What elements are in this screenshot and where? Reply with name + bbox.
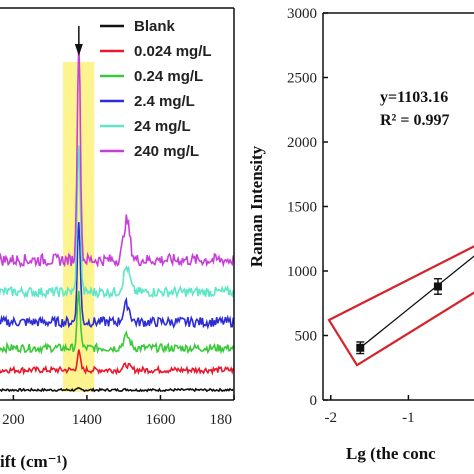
y-tick-label: 1500 [287, 200, 317, 216]
y-tick-label: 0 [310, 393, 318, 409]
spectrum-line [0, 222, 235, 330]
x-tick-label: -1 [402, 410, 415, 426]
fit-line [359, 255, 474, 349]
data-point [356, 343, 365, 352]
x-axis-title: ift (cm⁻¹) [0, 452, 67, 471]
y-tick-label: 500 [295, 329, 318, 345]
x-tick-label: -2 [325, 410, 338, 426]
spectrum-line [0, 349, 235, 376]
calibration-chart: 0 500 1000 1500 2000 2500 3000 -2 -1 Lg (the conc… [247, 6, 474, 463]
data-point [433, 282, 442, 291]
y-tick-label: 1000 [287, 264, 317, 280]
x-axis-title: Lg (the conc [346, 444, 436, 463]
spectrum-line [0, 387, 234, 393]
spectrum-line [0, 43, 235, 269]
legend-label: 0.24 mg/L [134, 68, 203, 85]
highlight-frame [327, 245, 474, 367]
spectrum-line [0, 290, 235, 355]
x-tick-label: 180 [210, 412, 233, 428]
x-tick-label: 200 [2, 412, 25, 428]
legend-label: 24 mg/L [134, 118, 191, 135]
y-axis-title: Raman Intensity [247, 145, 266, 267]
spectra-chart: 200 1400 1600 180 ift (cm⁻¹) Blank 0.024 mg/L 0… [0, 7, 235, 471]
y-tick-label: 3000 [287, 6, 317, 22]
fit-equation: y=1103.16 [380, 89, 448, 106]
spectrum-line [0, 145, 235, 300]
x-tick-label: 1600 [145, 412, 175, 428]
fit-r2: R² = 0.997 [380, 112, 449, 129]
y-tick-label: 2500 [287, 71, 317, 87]
legend-label: 240 mg/L [134, 143, 199, 160]
legend-label: 2.4 mg/L [134, 93, 195, 110]
legend-label: Blank [134, 18, 176, 35]
legend-label: 0.024 mg/L [134, 43, 212, 60]
peak-arrow-head [74, 44, 83, 56]
x-tick-label: 1400 [72, 412, 102, 428]
y-tick-label: 2000 [287, 135, 317, 151]
